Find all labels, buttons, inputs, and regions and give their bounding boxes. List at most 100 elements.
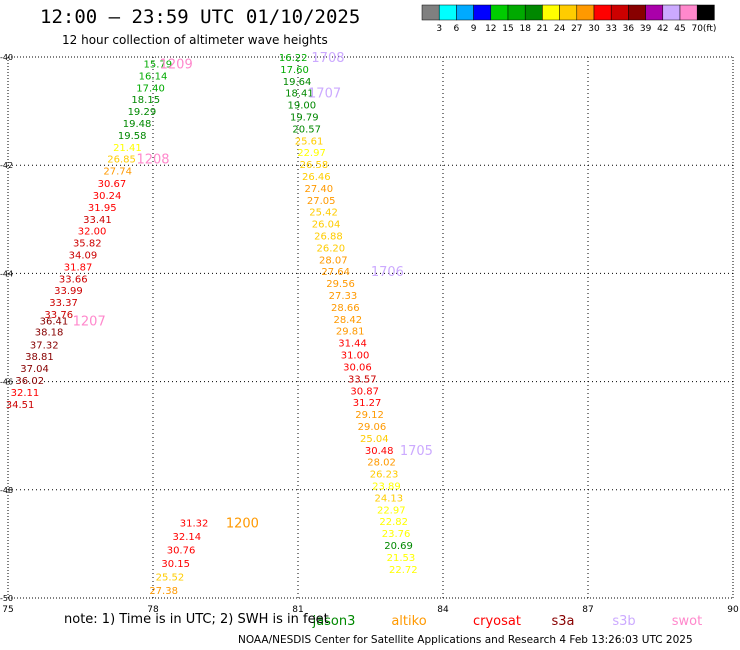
swh-label: 30.24 — [93, 191, 122, 202]
swh-label: 20.57 — [292, 124, 321, 135]
swh-label: 26.46 — [302, 172, 331, 183]
time-label: 1200 — [226, 516, 259, 531]
x-tick-label: 87 — [582, 605, 593, 615]
swh-label: 24.13 — [375, 493, 404, 504]
swh-label: 27.38 — [149, 586, 178, 597]
swh-label: 19.79 — [290, 113, 319, 124]
satellite-legend-cryosat: cryosat — [473, 614, 521, 629]
swh-label: 31.44 — [338, 339, 367, 350]
time-label: 1209 — [160, 57, 193, 72]
swh-label: 27.64 — [321, 267, 350, 278]
swh-label: 29.12 — [355, 410, 384, 421]
swh-label: 25.04 — [360, 434, 389, 445]
swh-label: 22.72 — [389, 565, 418, 576]
colorbar-label: 42 — [657, 24, 668, 34]
footer-credit: NOAA/NESDIS Center for Satellite Applica… — [238, 634, 693, 646]
swh-label: 31.00 — [341, 351, 370, 362]
swh-label: 18.41 — [285, 89, 314, 100]
satellite-legend-swot: swot — [672, 614, 702, 629]
colorbar-swatch — [524, 4, 543, 21]
swh-label: 21.41 — [113, 143, 142, 154]
colorbar-swatch — [662, 4, 681, 21]
swh-label: 15.79 — [144, 59, 173, 70]
swh-label: 26.85 — [107, 155, 136, 166]
swh-label: 19.58 — [118, 131, 147, 142]
colorbar-label: 6 — [454, 24, 460, 34]
swh-label: 29.56 — [326, 279, 355, 290]
swh-label: 27.33 — [329, 291, 358, 302]
satellite-legend-jason3: jason3 — [312, 614, 356, 629]
y-tick-label: -40 — [0, 53, 13, 62]
x-tick-label: 90 — [727, 605, 739, 615]
satellite-legend-s3b: s3b — [612, 614, 635, 629]
colorbar-swatch — [456, 4, 474, 21]
x-tick-label: 78 — [147, 605, 159, 615]
swh-label: 17.60 — [280, 65, 309, 76]
swh-label: 32.14 — [173, 532, 202, 543]
swh-label: 34.51 — [6, 400, 35, 411]
swh-label: 20.69 — [384, 541, 413, 552]
swh-label: 30.15 — [161, 559, 190, 570]
swh-label: 28.42 — [333, 315, 362, 326]
y-tick-label: -42 — [0, 161, 13, 170]
swh-label: 27.74 — [103, 167, 132, 178]
colorbar-label: 24 — [554, 24, 566, 34]
swh-label: 34.09 — [69, 250, 98, 261]
time-label: 1708 — [311, 51, 344, 66]
swh-label: 33.57 — [348, 374, 377, 385]
swh-label: 29.06 — [358, 422, 387, 433]
swh-label: 31.27 — [353, 398, 382, 409]
colorbar-label: 21 — [537, 24, 548, 34]
swh-label: 26.20 — [317, 243, 346, 254]
page-title: 12:00 – 23:59 UTC 01/10/2025 — [40, 6, 361, 28]
colorbar-label: 27 — [571, 24, 582, 34]
swh-label: 26.88 — [314, 232, 343, 243]
swh-label: 33.76 — [44, 310, 73, 321]
swh-label: 18.15 — [131, 95, 160, 106]
swh-label: 32.00 — [78, 227, 107, 238]
swh-label: 30.48 — [365, 446, 394, 457]
swh-label: 31.32 — [180, 518, 209, 529]
swh-label: 19.29 — [128, 107, 157, 118]
footer-note: note: 1) Time is in UTC; 2) SWH is in fe… — [64, 612, 329, 627]
colorbar-swatch — [576, 4, 595, 21]
swh-label: 36.41 — [40, 316, 69, 327]
y-tick-label: -48 — [0, 486, 13, 495]
time-label: 1207 — [73, 314, 106, 329]
swh-label: 27.05 — [307, 196, 336, 207]
swh-label: 25.42 — [309, 208, 338, 219]
satellite-legend-altiko: altiko — [391, 614, 426, 629]
swh-label: 30.87 — [350, 386, 379, 397]
swh-label: 17.40 — [136, 83, 165, 94]
swh-label: 19.64 — [283, 77, 312, 88]
swh-label: 32.11 — [11, 388, 40, 399]
colorbar-label: 15 — [502, 24, 513, 34]
colorbar-swatch — [507, 4, 526, 21]
swh-label: 28.07 — [319, 255, 348, 266]
colorbar-swatch — [679, 4, 698, 21]
colorbar-swatch — [610, 4, 629, 21]
colorbar-swatch — [696, 4, 715, 21]
swh-label: 30.76 — [167, 545, 196, 556]
colorbar-swatch — [645, 4, 664, 21]
swh-label: 33.66 — [59, 274, 88, 285]
swh-label: 22.97 — [297, 148, 326, 159]
swh-label: 26.58 — [300, 160, 329, 171]
page-subtitle: 12 hour collection of altimeter wave hei… — [62, 33, 328, 47]
colorbar-swatch — [438, 4, 457, 21]
swh-label: 19.00 — [288, 101, 317, 112]
swh-label: 28.66 — [331, 303, 360, 314]
swh-label: 31.95 — [88, 203, 117, 214]
colorbar-label: 33 — [605, 24, 616, 34]
swh-label: 33.41 — [83, 215, 112, 226]
time-label: 1208 — [136, 153, 169, 168]
swh-label: 33.99 — [54, 286, 83, 297]
swh-label: 23.89 — [372, 481, 401, 492]
colorbar-label: 45 — [674, 24, 685, 34]
colorbar-swatch — [559, 4, 578, 21]
time-label: 1707 — [308, 87, 341, 102]
colorbar-label: 30 — [588, 24, 600, 34]
swh-label: 33.37 — [49, 298, 78, 309]
colorbar-swatch — [490, 4, 509, 21]
